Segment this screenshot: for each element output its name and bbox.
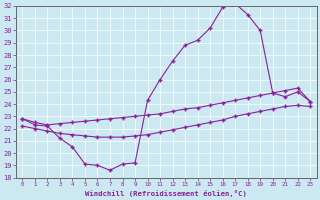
- X-axis label: Windchill (Refroidissement éolien,°C): Windchill (Refroidissement éolien,°C): [85, 190, 247, 197]
